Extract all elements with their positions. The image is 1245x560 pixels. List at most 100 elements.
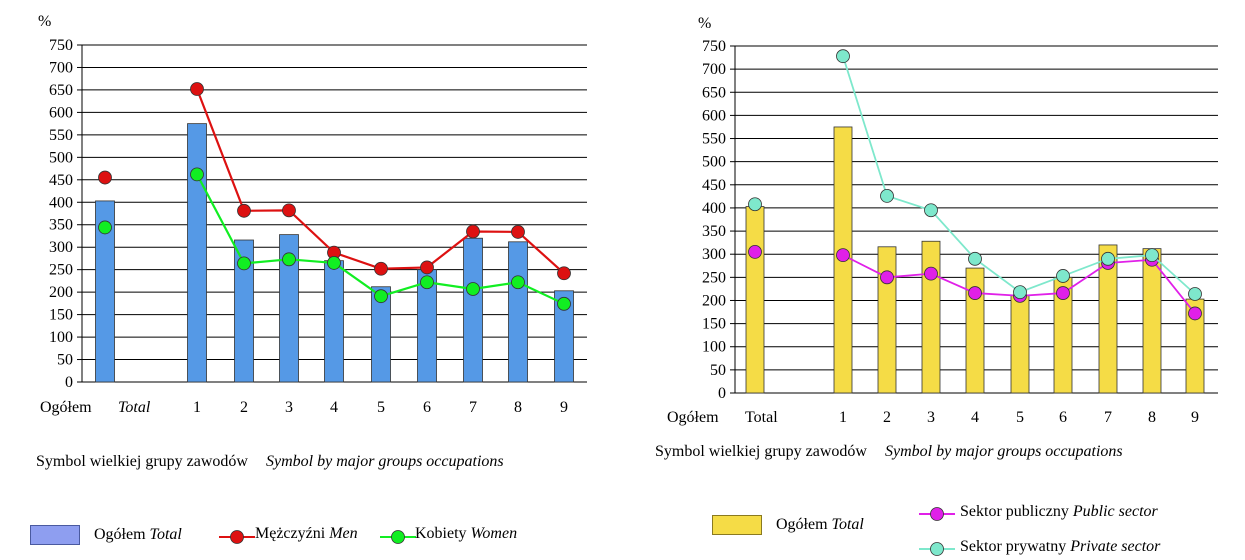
- legend-public-label: Sektor publiczny Public sector: [960, 503, 1158, 520]
- data-point: [420, 260, 434, 275]
- legend-left: Ogółem Total: [30, 525, 182, 545]
- x-tick-label: 2: [883, 409, 891, 426]
- bar: [187, 123, 207, 383]
- legend-private-label: Sektor prywatny Private sector: [960, 538, 1161, 555]
- data-point: [190, 82, 204, 96]
- data-point: [420, 275, 434, 290]
- y-tick-label: 0: [65, 374, 73, 391]
- bar: [508, 241, 528, 383]
- x-tick-label: 7: [469, 399, 477, 416]
- x-tick-label: 7: [1104, 409, 1112, 426]
- data-point: [836, 248, 850, 263]
- y-tick-label: 700: [702, 61, 726, 78]
- x-tick-label: 3: [927, 409, 935, 426]
- data-point: [557, 296, 571, 311]
- data-point: [282, 252, 296, 267]
- legend-total-label: Ogółem Total: [94, 525, 182, 543]
- bar: [745, 206, 765, 394]
- data-point: [98, 170, 112, 185]
- y-tick-label: 450: [702, 177, 726, 194]
- y-tick-label: 300: [49, 239, 73, 256]
- bar: [279, 234, 299, 383]
- data-point: [836, 49, 850, 64]
- data-point: [968, 286, 982, 300]
- bar: [554, 290, 574, 383]
- y-tick-label: 300: [702, 246, 726, 263]
- x-tick-label: 3: [285, 399, 293, 416]
- y-unit-label: %: [38, 13, 51, 30]
- bar: [234, 239, 254, 383]
- x-tick-label: 2: [240, 399, 248, 416]
- x-axis-title-en: Symbol by major groups occupations: [885, 443, 1123, 460]
- data-point: [557, 266, 571, 281]
- y-tick-label: 200: [49, 284, 73, 301]
- x-tick-label: 6: [423, 399, 431, 416]
- data-point: [1188, 287, 1202, 301]
- x-tick-label: 8: [1148, 409, 1156, 426]
- data-point: [237, 203, 251, 218]
- data-point: [374, 289, 388, 304]
- y-tick-label: 400: [49, 194, 73, 211]
- data-point: [237, 256, 251, 271]
- x-tick-label: 5: [377, 399, 385, 416]
- y-tick-label: 150: [49, 307, 73, 324]
- y-tick-label: 400: [702, 200, 726, 217]
- bar: [965, 267, 985, 394]
- x-tick-label: 8: [514, 399, 522, 416]
- data-point: [466, 282, 480, 296]
- y-tick-label: 0: [718, 385, 726, 402]
- data-point: [98, 220, 112, 235]
- legend-bar-swatch: [30, 525, 80, 545]
- x-tick-label-en: Total: [118, 399, 151, 416]
- bar: [1010, 294, 1030, 394]
- y-tick-label: 350: [49, 217, 73, 234]
- bar: [324, 260, 344, 383]
- y-tick-label: 50: [57, 352, 73, 369]
- x-axis-title: Symbol wielkiej grupy zawodów: [36, 453, 248, 470]
- data-point: [748, 244, 762, 259]
- legend-women-marker: [391, 530, 405, 544]
- y-tick-label: 600: [49, 104, 73, 121]
- data-point: [968, 251, 982, 266]
- x-tick-label: 5: [1016, 409, 1024, 426]
- data-point: [748, 197, 762, 212]
- y-tick-label: 450: [49, 172, 73, 189]
- data-point: [282, 203, 296, 218]
- data-point: [924, 266, 938, 281]
- legend-women: Kobiety Women: [365, 525, 517, 543]
- legend-men-marker: [230, 530, 244, 544]
- chart-0: % 0 50 100 150 200 250 300 350 400 450 500 550 600 650…: [36, 13, 587, 470]
- bar: [921, 240, 941, 394]
- legend-private-marker: [930, 542, 944, 556]
- y-tick-label: 500: [702, 154, 726, 171]
- y-tick-label: 550: [702, 131, 726, 148]
- y-tick-label: 250: [702, 269, 726, 286]
- data-point: [880, 189, 894, 203]
- bar: [95, 200, 115, 383]
- data-point: [190, 167, 204, 182]
- data-point: [1188, 306, 1202, 321]
- legend-right: Ogółem Total: [712, 515, 864, 535]
- x-tick-label: 6: [1059, 409, 1067, 426]
- data-point: [511, 275, 525, 290]
- bar: [463, 237, 483, 383]
- legend-men-label: Mężczyźni Men: [255, 525, 358, 542]
- legend-private: Sektor prywatny Private sector: [920, 538, 1160, 556]
- y-tick-label: 100: [702, 339, 726, 356]
- legend-public-marker: [930, 507, 944, 521]
- bar: [1142, 248, 1162, 394]
- legend-total-label-right: Ogółem Total: [776, 515, 864, 533]
- y-tick-label: 650: [49, 82, 73, 99]
- x-tick-label: 9: [1191, 409, 1199, 426]
- y-tick-label: 550: [49, 127, 73, 144]
- data-point: [1056, 269, 1070, 283]
- data-point: [374, 261, 388, 276]
- x-tick-label: 9: [560, 399, 568, 416]
- x-tick-label-en: Total: [745, 409, 778, 426]
- data-point: [466, 224, 480, 239]
- bar: [1098, 244, 1118, 394]
- data-point: [1145, 248, 1159, 263]
- x-tick-label: Ogółem: [40, 399, 92, 416]
- legend-public: Sektor publiczny Public sector: [920, 503, 1158, 521]
